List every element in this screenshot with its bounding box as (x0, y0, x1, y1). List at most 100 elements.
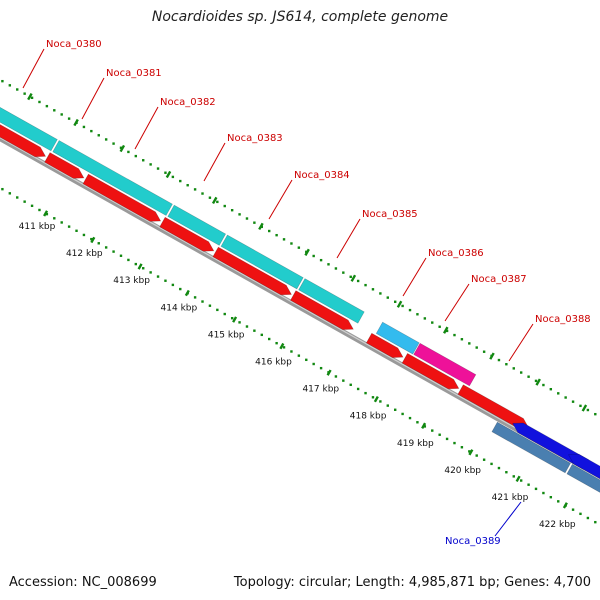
tick-mark (364, 283, 367, 287)
cds-arrow[interactable] (159, 216, 215, 252)
tick-mark (423, 425, 427, 428)
tick-mark (245, 217, 249, 220)
tick-mark (75, 229, 78, 232)
cds-arrow[interactable] (212, 246, 292, 296)
tick-mark (356, 387, 360, 391)
tick-mark (90, 129, 93, 133)
tick-mark (45, 104, 49, 108)
kbp-label: 418 kbp (350, 412, 387, 422)
tick-mark (67, 225, 71, 228)
tick-mark (401, 412, 404, 416)
cds-arrow[interactable] (0, 113, 47, 158)
tick-major (304, 248, 310, 256)
cog-box[interactable] (491, 421, 571, 474)
tick-mark (490, 462, 493, 466)
tick-major (421, 422, 427, 429)
tick-major (581, 404, 588, 412)
kbp-label: 415 kbp (208, 330, 245, 340)
tick-mark (16, 196, 19, 199)
cds-arrow[interactable] (401, 352, 460, 390)
tick-mark (53, 109, 56, 112)
cog-box[interactable] (52, 140, 173, 216)
cog-box[interactable] (375, 321, 420, 355)
tick-mark (505, 363, 508, 366)
tick-mark (112, 142, 115, 145)
cog-box[interactable] (0, 100, 58, 152)
gene-label-noca_0381[interactable]: Noca_0381 (106, 68, 162, 79)
tick-mark (594, 520, 597, 524)
tick-major (562, 502, 568, 509)
tick-mark (112, 250, 115, 253)
tick-mark (297, 246, 301, 249)
tick-mark (349, 383, 352, 387)
tick-mark (542, 491, 545, 495)
tick-mark (164, 279, 167, 282)
tick-mark (16, 88, 19, 91)
tick-mark (334, 375, 338, 378)
tick-mark (60, 113, 63, 116)
cds-arrow[interactable] (290, 290, 354, 330)
tick-mark (104, 246, 108, 249)
gene-label-noca_0388[interactable]: Noca_0388 (535, 314, 591, 325)
gene-label-noca_0384[interactable]: Noca_0384 (294, 170, 350, 181)
tick-mark (275, 341, 278, 345)
tick-mark (134, 262, 138, 266)
gene-label-noca_0387[interactable]: Noca_0387 (471, 274, 527, 285)
gene-label-noca_0389[interactable]: Noca_0389 (445, 536, 501, 547)
gene-label-noca_0380[interactable]: Noca_0380 (46, 39, 102, 50)
tick-mark (564, 396, 567, 399)
tick-mark (327, 263, 330, 266)
tick-mark (149, 271, 152, 274)
tick-mark (60, 221, 63, 224)
tick-mark (282, 238, 286, 241)
gene-label-noca_0385[interactable]: Noca_0385 (362, 209, 418, 220)
tick-major (326, 369, 332, 376)
tick-mark (431, 321, 434, 324)
tick-mark (186, 184, 189, 187)
cog-box[interactable] (220, 234, 304, 290)
tick-mark (371, 396, 375, 399)
tick-mark (1, 79, 4, 83)
cog-box[interactable] (566, 463, 600, 519)
tick-mark (445, 329, 449, 333)
tick-mark (512, 367, 515, 370)
tick-mark (23, 200, 26, 203)
tick-mark (171, 283, 175, 287)
cds-arrow[interactable] (365, 332, 404, 358)
tick-mark (586, 408, 590, 412)
tick-mark (223, 312, 226, 316)
kbp-label: 419 kbp (397, 439, 434, 449)
cds-arrow[interactable] (567, 454, 600, 508)
tick-mark (342, 271, 345, 274)
gene-label-noca_0382[interactable]: Noca_0382 (160, 97, 216, 108)
tick-mark (38, 100, 41, 104)
cds-arrow[interactable] (44, 152, 85, 179)
tick-mark (208, 304, 212, 307)
tick-mark (408, 308, 412, 312)
tick-mark (238, 321, 241, 324)
tick-mark (393, 300, 397, 303)
tick-mark (475, 454, 478, 457)
kbp-label: 414 kbp (161, 303, 198, 313)
cog-box[interactable] (298, 278, 365, 324)
tick-mark (67, 117, 71, 120)
tick-mark (38, 208, 41, 212)
tick-mark (349, 275, 352, 279)
cds-arrow[interactable] (82, 173, 162, 222)
gene-label-noca_0386[interactable]: Noca_0386 (428, 248, 484, 259)
cds-arrow[interactable] (457, 384, 530, 429)
kbp-label: 412 kbp (66, 249, 103, 259)
gene-label-noca_0383[interactable]: Noca_0383 (227, 133, 283, 144)
tick-mark (156, 167, 160, 170)
label-leader-line (494, 501, 522, 537)
tick-mark (282, 346, 286, 349)
tick-mark (364, 391, 367, 395)
cog-box[interactable] (413, 342, 477, 387)
label-leader-line (81, 77, 105, 120)
tick-mark (594, 412, 597, 416)
kbp-label: 420 kbp (444, 466, 481, 476)
tick-mark (245, 325, 249, 328)
cog-box[interactable] (167, 204, 227, 246)
tick-mark (527, 483, 530, 486)
label-leader-line (444, 283, 470, 322)
